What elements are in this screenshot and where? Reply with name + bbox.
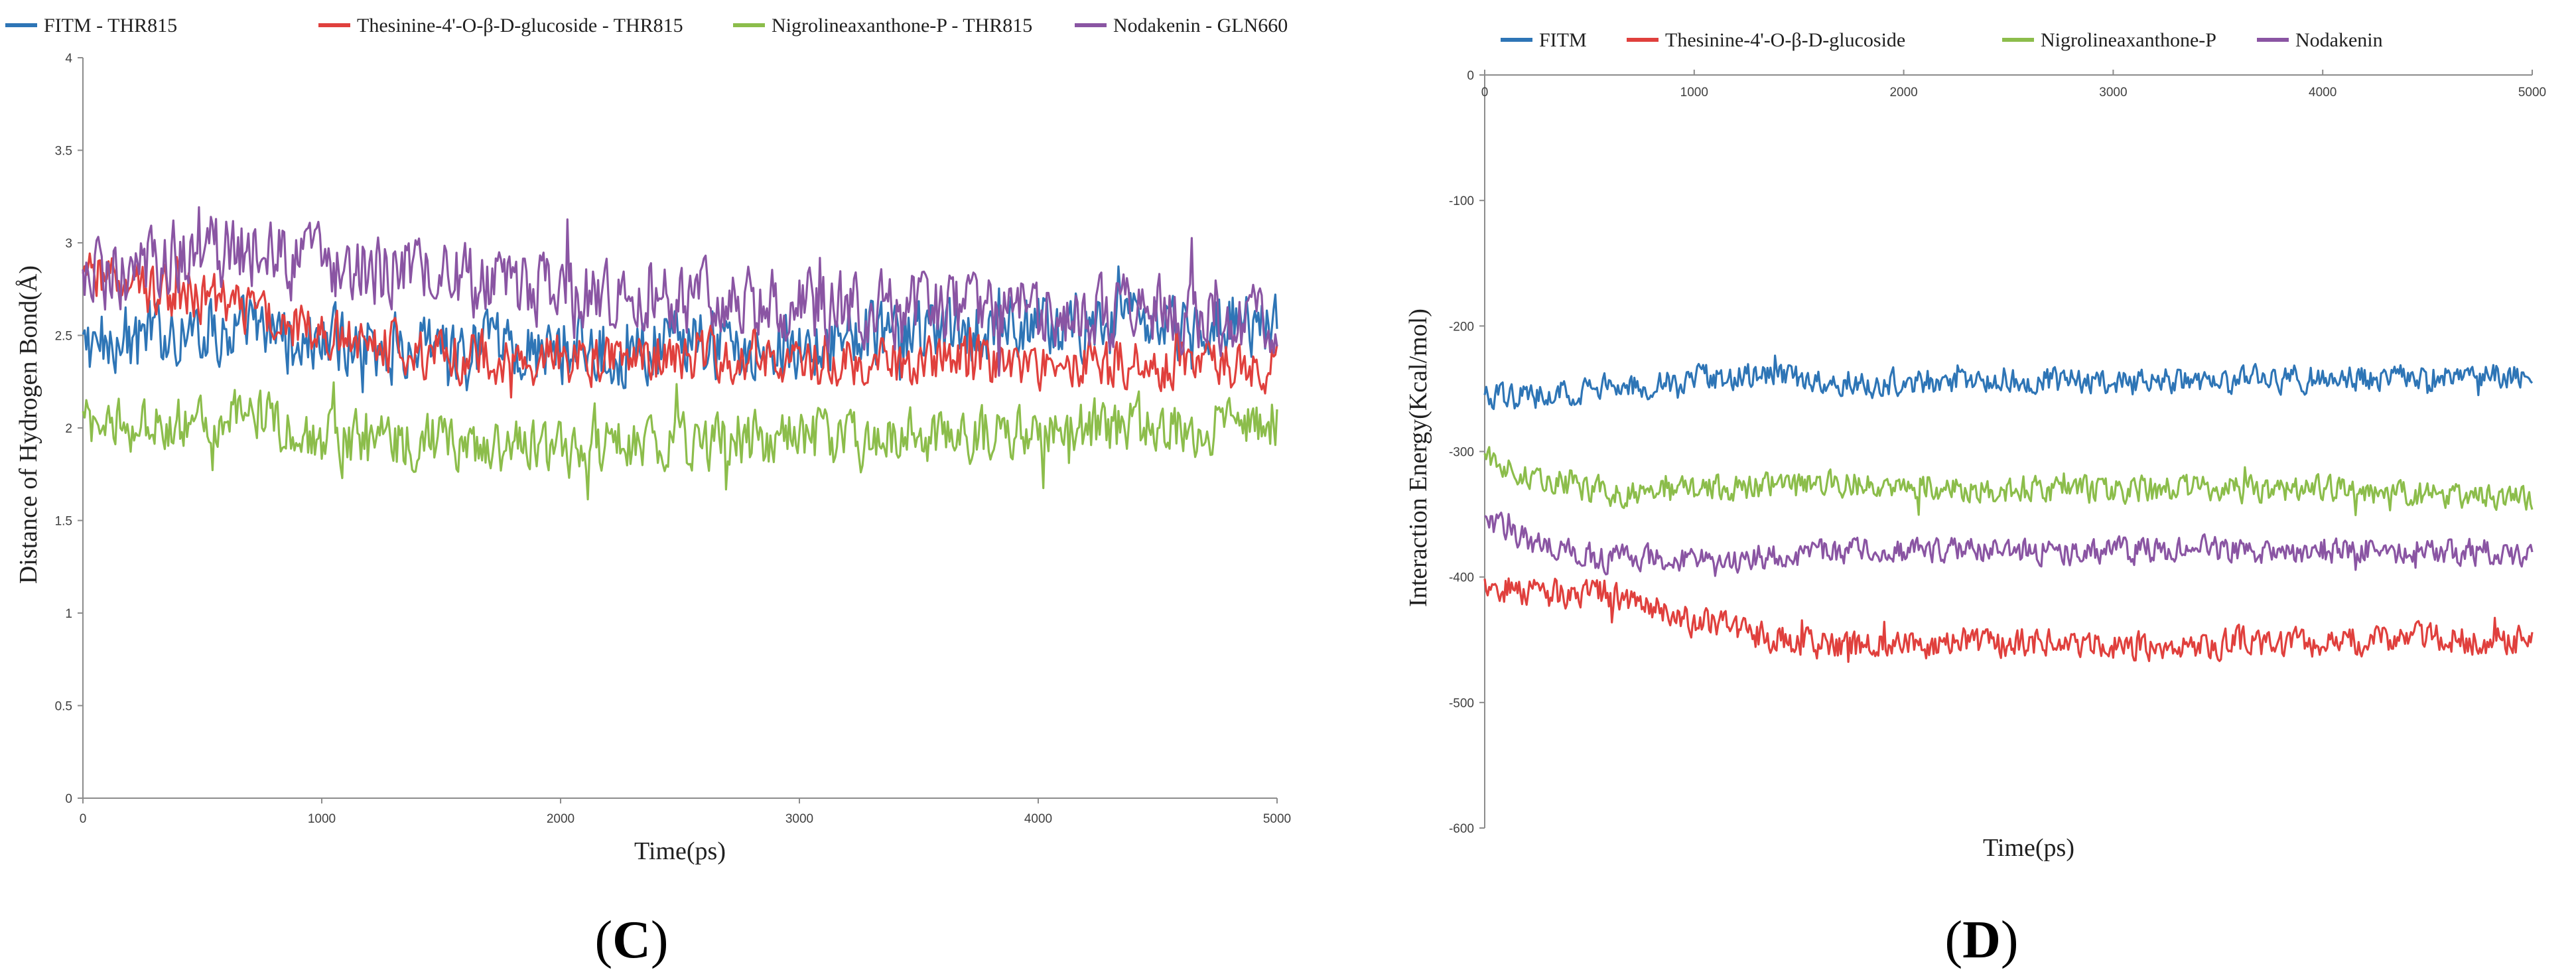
x-tick-label: 4000 [2309, 86, 2337, 100]
legend-label: Thesinine-4'-O-β-D-glucoside [1665, 29, 1905, 51]
y-tick-label: 2.5 [55, 330, 72, 344]
y-tick-label: 0 [1467, 69, 1474, 83]
x-tick-label: 2000 [1889, 86, 1917, 100]
y-tick-label: -300 [1449, 446, 1474, 460]
legend-label: Nigrolineaxanthone-P - THR815 [772, 15, 1032, 36]
x-tick-label: 5000 [2518, 86, 2546, 100]
legend-label: Thesinine-4'-O-β-D-glucoside - THR815 [357, 15, 683, 36]
legend-label: FITM - THR815 [44, 15, 177, 36]
series-line-2 [1483, 577, 2534, 663]
chart-panel-d: 0 -100 -200 -300 -400 -500 -600 0 1000 2000 3000 40… [1404, 29, 2546, 862]
chart-panel-c: 0 0.5 1 1.5 2 2.5 3 3.5 4 0 1000 2000 3000 4000 5000 FI… [5, 15, 1291, 865]
legend-label: Nodakenin - GLN660 [1113, 15, 1288, 36]
y-tick-label: -200 [1449, 320, 1474, 334]
y-axis-title: Distance of Hydrogen Bond(Å) [15, 265, 42, 584]
legend-label: FITM [1539, 29, 1587, 51]
y-tick-label: 3.5 [55, 145, 72, 159]
y-tick-label: 3 [65, 237, 72, 251]
y-tick-label: 1 [65, 607, 72, 621]
panel-label-d: (D) [1944, 911, 2018, 969]
x-axis-title: Time(ps) [634, 837, 726, 865]
y-tick-label: 1.5 [55, 515, 72, 529]
x-tick-label: 2000 [547, 812, 575, 826]
y-tick-label: 0.5 [55, 700, 72, 714]
y-tick-label: -400 [1449, 571, 1474, 585]
series-line-4 [82, 206, 1278, 377]
series-line-2 [82, 252, 1278, 399]
legend-label: Nigrolineaxanthone-P [2041, 29, 2216, 51]
x-axis-title: Time(ps) [1983, 834, 2074, 862]
y-axis-title: Interaction Energy(Kcal/mol) [1404, 309, 1432, 607]
x-tick-label: 3000 [2099, 86, 2127, 100]
x-tick-label: 0 [1481, 86, 1489, 100]
series-line-3 [1483, 446, 2534, 517]
x-tick-label: 4000 [1024, 812, 1052, 826]
series-line-4 [1484, 512, 2534, 577]
series-line-1 [1483, 354, 2534, 411]
x-tick-label: 1000 [308, 812, 336, 826]
x-tick-label: 3000 [785, 812, 813, 826]
y-tick-label: 2 [65, 422, 72, 436]
legend-label: Nodakenin [2295, 29, 2383, 51]
y-tick-label: 4 [65, 52, 72, 66]
y-tick-label: -100 [1449, 194, 1474, 208]
x-tick-label: 1000 [1680, 86, 1708, 100]
y-tick-label: 0 [65, 792, 72, 806]
y-tick-label: -500 [1449, 697, 1474, 711]
y-tick-label: -600 [1449, 822, 1474, 836]
panel-label-c: (C) [594, 911, 668, 969]
x-tick-label: 5000 [1263, 812, 1291, 826]
x-tick-label: 0 [80, 812, 87, 826]
series-line-3 [82, 381, 1278, 501]
